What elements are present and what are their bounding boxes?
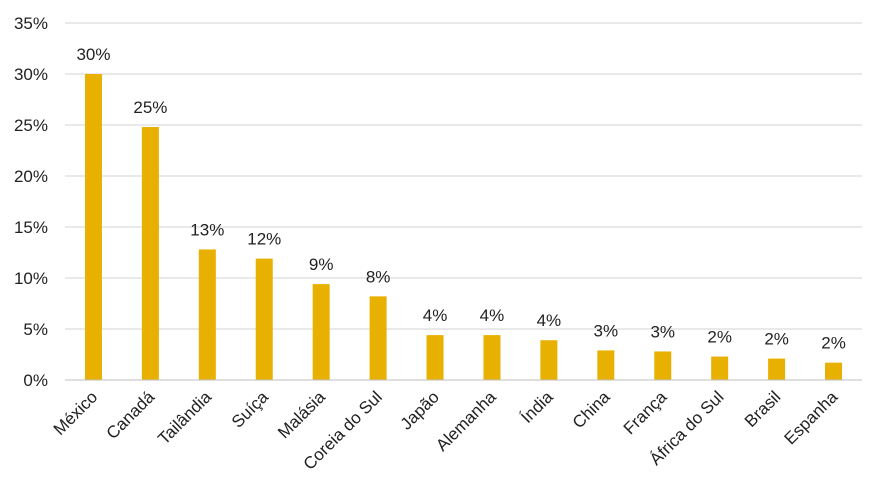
data-labels: 30% 25% 13% 12% 9% 8% 4% 4% 4% 3% 3% 2% 2% 2% xyxy=(76,45,845,353)
data-label: 25% xyxy=(133,98,167,117)
y-tick-label: 25% xyxy=(14,116,48,135)
bars xyxy=(84,74,843,380)
data-label: 2% xyxy=(764,330,789,349)
bar xyxy=(84,74,102,380)
bar xyxy=(825,362,843,380)
x-category-label: Canadá xyxy=(103,387,159,443)
y-tick-label: 5% xyxy=(23,320,48,339)
x-category-label: Malásia xyxy=(274,387,329,442)
bar xyxy=(369,296,387,380)
x-category-label: França xyxy=(620,387,671,438)
data-label: 12% xyxy=(247,230,281,249)
x-category-label: Brasil xyxy=(741,387,784,430)
x-category-label: Tailândia xyxy=(154,387,215,448)
x-category-label: México xyxy=(50,387,102,439)
x-category-label: Japão xyxy=(397,387,443,433)
y-tick-label: 20% xyxy=(14,167,48,186)
y-tick-label: 0% xyxy=(23,371,48,390)
bar xyxy=(711,356,729,380)
bar xyxy=(198,249,216,380)
y-tick-label: 15% xyxy=(14,218,48,237)
data-label: 4% xyxy=(480,306,505,325)
data-label: 13% xyxy=(190,220,224,239)
bar xyxy=(255,258,273,380)
bar xyxy=(597,350,615,380)
y-tick-label: 30% xyxy=(14,65,48,84)
bar xyxy=(768,358,786,380)
bar xyxy=(312,284,330,380)
bar xyxy=(540,340,558,380)
data-label: 4% xyxy=(423,306,448,325)
bar xyxy=(141,127,159,380)
data-label: 3% xyxy=(594,321,619,340)
y-axis-tick-labels: 0% 5% 10% 15% 20% 25% 30% 35% xyxy=(14,14,48,390)
data-label: 4% xyxy=(537,311,562,330)
x-category-label: Suíça xyxy=(228,387,273,432)
data-label: 9% xyxy=(309,255,334,274)
data-label: 2% xyxy=(707,328,732,347)
data-label: 30% xyxy=(76,45,110,64)
data-label: 3% xyxy=(650,322,675,341)
x-category-label: Alemanha xyxy=(432,387,500,455)
x-category-label: Índia xyxy=(517,387,557,427)
y-tick-label: 10% xyxy=(14,269,48,288)
bar xyxy=(483,335,501,380)
x-category-label: Espanha xyxy=(780,387,841,448)
data-label: 2% xyxy=(821,334,846,353)
data-label: 8% xyxy=(366,267,391,286)
x-category-label: China xyxy=(569,387,614,432)
gridlines xyxy=(65,22,862,330)
y-tick-label: 35% xyxy=(14,14,48,33)
bar xyxy=(654,351,672,380)
bar xyxy=(426,335,444,380)
